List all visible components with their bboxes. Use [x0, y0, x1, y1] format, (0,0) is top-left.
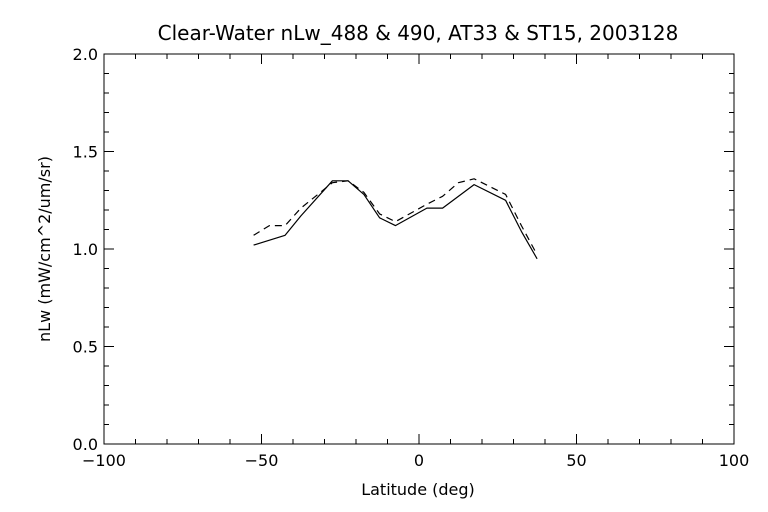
- y-tick-label: 1.5: [73, 143, 98, 162]
- tick-labels: −100 −50 0 50 100 0.0 0.5 1.0 1.5 2.0: [73, 45, 750, 470]
- y-tick-label: 2.0: [73, 45, 98, 64]
- x-axis-label: Latitude (deg): [361, 480, 475, 499]
- x-tick-label: 0: [414, 451, 424, 470]
- y-tick-label: 1.0: [73, 240, 98, 259]
- chart-title: Clear-Water nLw_488 & 490, AT33 & ST15, …: [158, 21, 679, 45]
- axis-ticks: [103, 53, 735, 445]
- x-tick-label: −50: [245, 451, 279, 470]
- y-tick-label: 0.5: [73, 338, 98, 357]
- x-tick-label: −100: [82, 451, 126, 470]
- series-line-solid: [253, 180, 538, 260]
- y-tick-label: 0.0: [73, 435, 98, 454]
- series-line-dashed: [253, 178, 538, 256]
- x-tick-label: 50: [566, 451, 586, 470]
- series-layer: [253, 178, 538, 260]
- y-axis-label: nLw (mW/cm^2/um/sr): [35, 156, 54, 342]
- plot-frame: [103, 53, 735, 445]
- x-tick-label: 100: [719, 451, 750, 470]
